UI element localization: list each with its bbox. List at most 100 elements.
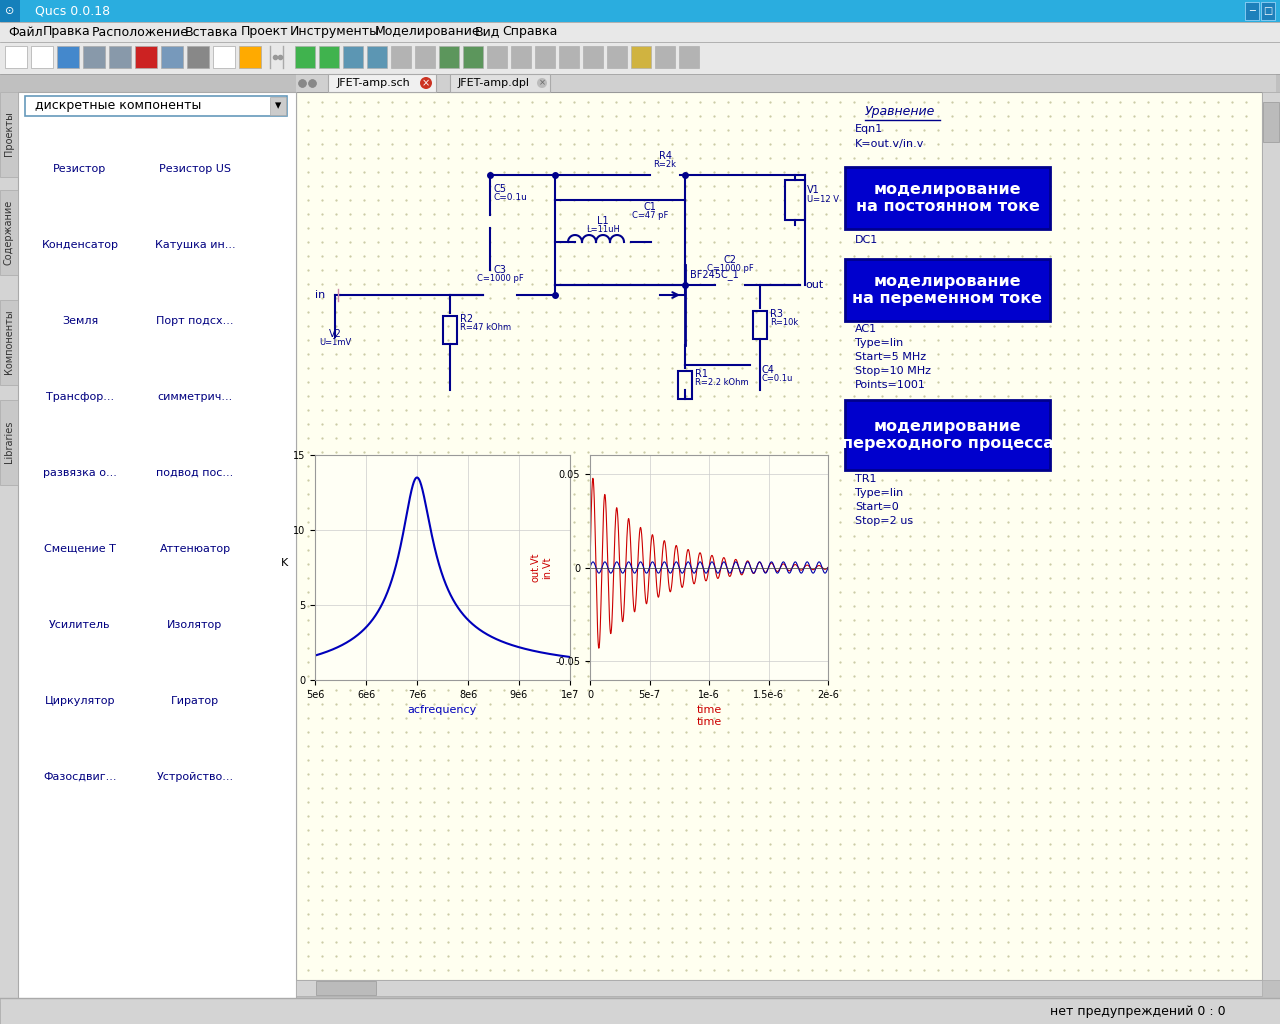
Text: Проекты: Проекты bbox=[4, 112, 14, 157]
Text: in: in bbox=[315, 290, 325, 300]
Text: Резистор: Резистор bbox=[54, 164, 106, 174]
Text: C=1000 pF: C=1000 pF bbox=[707, 264, 754, 273]
Text: Уравнение: Уравнение bbox=[865, 105, 936, 118]
Bar bbox=[655, 46, 675, 68]
Bar bbox=[83, 46, 105, 68]
Text: C=1000 pF: C=1000 pF bbox=[476, 274, 524, 283]
Bar bbox=[845, 400, 1050, 470]
Text: Катушка ин...: Катушка ин... bbox=[155, 240, 236, 250]
Text: R2: R2 bbox=[460, 314, 474, 324]
Text: нет предупреждений 0 : 0: нет предупреждений 0 : 0 bbox=[1050, 1005, 1226, 1018]
Text: Аттенюатор: Аттенюатор bbox=[160, 544, 230, 554]
Text: Start=0: Start=0 bbox=[855, 502, 899, 512]
Text: развязка о...: развязка о... bbox=[44, 468, 116, 478]
Text: C4: C4 bbox=[762, 365, 774, 375]
Bar bbox=[0, 22, 1280, 42]
Text: Циркулятор: Циркулятор bbox=[45, 696, 115, 706]
Y-axis label: K: K bbox=[280, 557, 288, 567]
Bar bbox=[1262, 92, 1280, 980]
Text: Файл: Файл bbox=[8, 26, 42, 39]
Bar bbox=[1260, 2, 1277, 20]
Bar bbox=[390, 46, 411, 68]
Text: Правка: Правка bbox=[42, 26, 91, 39]
Text: C=0.1u: C=0.1u bbox=[762, 374, 794, 383]
Bar bbox=[197, 665, 212, 683]
Text: Инструменты: Инструменты bbox=[291, 26, 380, 39]
Bar bbox=[678, 46, 699, 68]
Bar bbox=[186, 514, 205, 530]
Bar bbox=[845, 167, 1050, 229]
Text: AC1: AC1 bbox=[855, 324, 877, 334]
Text: Проект: Проект bbox=[241, 26, 288, 39]
Text: +: + bbox=[337, 340, 346, 350]
Text: Eqn1: Eqn1 bbox=[855, 124, 883, 134]
Bar bbox=[161, 46, 183, 68]
Bar bbox=[486, 46, 507, 68]
Text: out: out bbox=[805, 280, 823, 290]
Bar bbox=[70, 137, 90, 147]
Text: R1: R1 bbox=[695, 369, 708, 379]
Text: Stop=10 MHz: Stop=10 MHz bbox=[855, 366, 931, 376]
Text: C=0.1u: C=0.1u bbox=[493, 193, 527, 202]
Text: моделирование
на переменном токе: моделирование на переменном токе bbox=[852, 273, 1042, 306]
Text: Содержание: Содержание bbox=[4, 200, 14, 264]
Text: моделирование
на постоянном токе: моделирование на постоянном токе bbox=[855, 182, 1039, 214]
Text: DC1: DC1 bbox=[855, 234, 878, 245]
Bar bbox=[439, 46, 460, 68]
Text: BF245C_1: BF245C_1 bbox=[690, 269, 739, 280]
Circle shape bbox=[420, 77, 433, 89]
Bar bbox=[367, 46, 387, 68]
Bar bbox=[607, 46, 627, 68]
Bar bbox=[316, 981, 376, 995]
Text: JFET-amp.dpl: JFET-amp.dpl bbox=[458, 78, 530, 88]
Bar bbox=[18, 92, 296, 1002]
Text: K=out.v/in.v: K=out.v/in.v bbox=[855, 139, 924, 150]
Bar bbox=[0, 92, 18, 177]
Text: V1: V1 bbox=[806, 185, 819, 195]
Bar bbox=[296, 92, 1262, 980]
Bar bbox=[582, 46, 603, 68]
Bar bbox=[0, 400, 18, 485]
Text: Start=5 MHz: Start=5 MHz bbox=[855, 352, 927, 362]
Bar bbox=[678, 371, 692, 399]
Bar bbox=[650, 169, 680, 181]
Text: Земля: Земля bbox=[61, 316, 99, 326]
Text: Компоненты: Компоненты bbox=[4, 309, 14, 375]
Bar bbox=[64, 513, 96, 531]
Text: Трансфор...: Трансфор... bbox=[46, 392, 114, 402]
Text: Усилитель: Усилитель bbox=[49, 620, 111, 630]
Bar bbox=[0, 998, 1280, 1024]
Text: ▾: ▾ bbox=[275, 99, 282, 113]
Bar bbox=[631, 46, 652, 68]
Text: R=47 kOhm: R=47 kOhm bbox=[460, 323, 511, 332]
Bar bbox=[182, 741, 207, 759]
Bar bbox=[511, 46, 531, 68]
Text: R3: R3 bbox=[771, 309, 783, 319]
Text: U=1mV: U=1mV bbox=[319, 338, 351, 347]
Bar bbox=[343, 46, 364, 68]
Bar bbox=[1261, 2, 1275, 20]
Text: подвод пос...: подвод пос... bbox=[156, 468, 234, 478]
Text: Моделирование: Моделирование bbox=[375, 26, 481, 39]
Bar bbox=[463, 46, 483, 68]
Bar bbox=[0, 300, 18, 385]
X-axis label: time
time: time time bbox=[696, 706, 722, 727]
Bar bbox=[785, 180, 805, 220]
Bar bbox=[535, 46, 556, 68]
Text: ⊙: ⊙ bbox=[5, 6, 14, 16]
Bar bbox=[179, 437, 211, 455]
Text: Изолятор: Изолятор bbox=[168, 620, 223, 630]
Bar bbox=[0, 92, 296, 1002]
Bar bbox=[270, 97, 285, 115]
Text: C5: C5 bbox=[493, 184, 506, 194]
Text: □: □ bbox=[1263, 6, 1272, 16]
Bar bbox=[294, 46, 315, 68]
Text: C2: C2 bbox=[723, 255, 736, 265]
Text: R4: R4 bbox=[658, 151, 672, 161]
Text: Qucs 0.0.18: Qucs 0.0.18 bbox=[35, 4, 110, 17]
Text: Вставка: Вставка bbox=[184, 26, 238, 39]
Text: TR1: TR1 bbox=[855, 474, 877, 484]
Bar bbox=[109, 46, 131, 68]
Text: R=2.2 kOhm: R=2.2 kOhm bbox=[695, 378, 749, 387]
Text: симметрич...: симметрич... bbox=[157, 392, 233, 402]
